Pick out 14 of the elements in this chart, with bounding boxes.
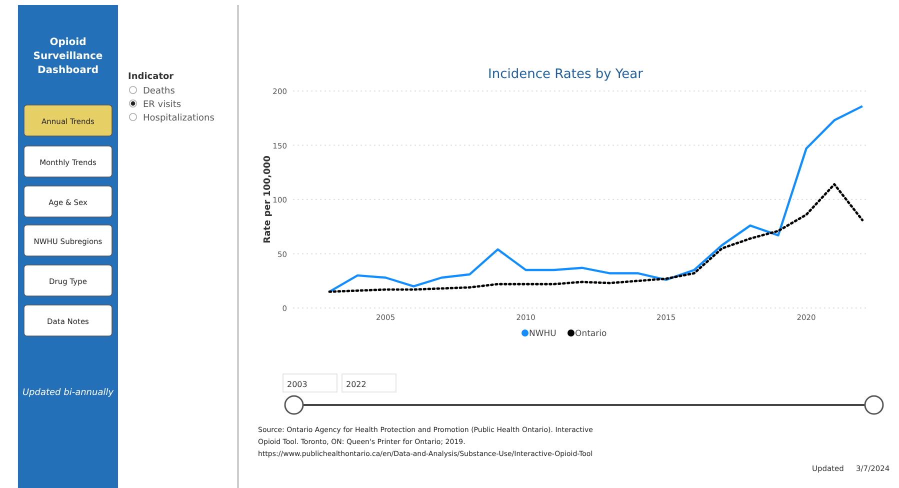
text: Deaths: [143, 86, 176, 96]
text: 2022: [346, 380, 366, 389]
chart-title: Incidence Rates by Year: [488, 67, 644, 82]
text: ER visits: [143, 100, 182, 110]
text: 2003: [287, 380, 308, 389]
legend-label: NWHU: [529, 329, 556, 339]
y-axis-title: Rate per 100,000: [263, 156, 273, 244]
text: Indicator: [128, 72, 174, 82]
line-series: [328, 183, 864, 293]
text: Hospitalizations: [143, 114, 215, 124]
line-series: [328, 105, 864, 293]
text: Updated bi-annually: [22, 388, 114, 398]
text: Opioid Surveillance Dashboard: [33, 37, 103, 76]
legend-label: Ontario: [575, 329, 607, 339]
